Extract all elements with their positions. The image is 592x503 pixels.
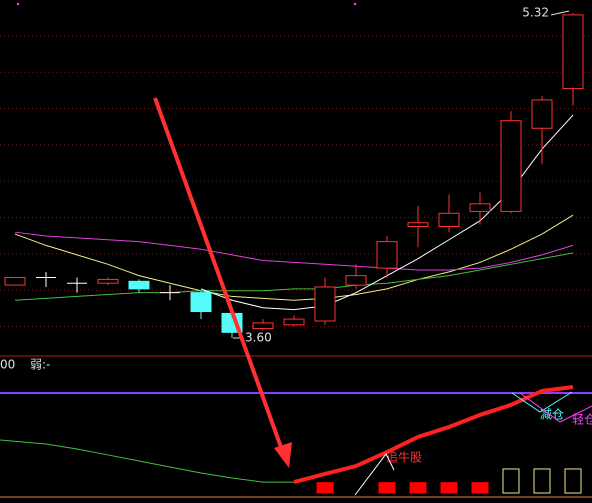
pointer-arrow <box>153 97 284 451</box>
ma-line <box>14 231 574 271</box>
candle-body <box>4 277 26 286</box>
signal-bar <box>564 468 582 494</box>
low-label: 3.60 <box>245 331 272 345</box>
high-label: 5.32 <box>522 6 549 20</box>
signal-bar <box>440 482 458 494</box>
ma-line <box>14 214 574 301</box>
signal-triangle <box>354 453 395 496</box>
ma-line <box>14 252 574 301</box>
candle-body <box>531 99 553 129</box>
annotation: 追牛股 <box>386 450 422 465</box>
candle-body <box>376 241 398 269</box>
signal-bar <box>502 468 520 494</box>
candle-body <box>407 222 429 228</box>
background-grid <box>0 35 592 327</box>
dot <box>16 2 20 6</box>
candle-body <box>314 286 336 322</box>
chart-layer: 5.32 3.60 00 弱:- 追牛股 减仓 轻仓 <box>0 6 592 494</box>
candle-body <box>283 318 305 326</box>
dot <box>353 2 357 6</box>
magenta-marker <box>519 392 592 423</box>
signal-bar <box>378 482 396 494</box>
candle-body <box>252 322 274 330</box>
candle-body <box>97 278 119 284</box>
candle-body <box>345 275 367 286</box>
annotation: 轻仓 <box>572 413 592 427</box>
signal-bar <box>316 482 334 494</box>
indicator-label: 弱:- <box>30 358 50 372</box>
cyan-marker <box>511 391 573 413</box>
annotation: 减仓 <box>540 408 564 422</box>
candle-body <box>128 280 150 290</box>
candle-body <box>500 120 522 212</box>
signal-bar <box>533 468 551 494</box>
signal-bar <box>471 482 489 494</box>
candle-body <box>438 212 460 228</box>
signal-bar <box>409 482 427 494</box>
indicator-label: 00 <box>0 358 15 372</box>
candle-body <box>190 292 212 313</box>
candle-body <box>469 203 491 212</box>
candle-body <box>562 14 584 90</box>
indicator-line <box>0 439 294 483</box>
pointer-arrowhead <box>274 442 292 468</box>
high-pointer <box>550 10 570 16</box>
